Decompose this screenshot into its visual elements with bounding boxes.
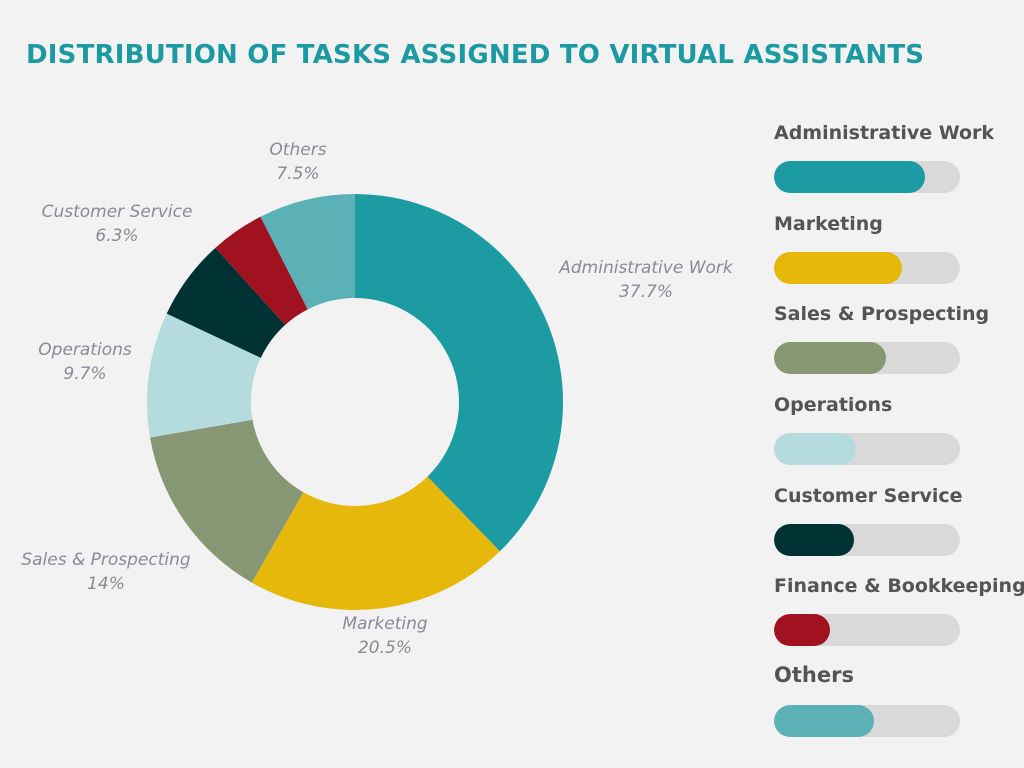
donut-slice-finance-bookkeeping xyxy=(215,216,308,325)
donut-slice-marketing xyxy=(251,476,500,611)
legend-bar-fill xyxy=(774,614,830,647)
legend-label: Finance & Bookkeeping xyxy=(774,575,1024,598)
legend-item-operations: Operations xyxy=(774,390,1019,481)
donut-slice-others xyxy=(260,194,355,310)
legend-item-administrative-work: Administrative Work xyxy=(774,118,1019,209)
legend-label: Others xyxy=(774,663,854,688)
legend-item-customer-service: Customer Service xyxy=(774,481,1019,572)
legend-bar-fill xyxy=(774,433,856,466)
legend-track xyxy=(774,614,960,647)
donut-slice-administrative-work xyxy=(355,194,564,552)
slice-label-sales-prospecting: Sales & Prospecting 14% xyxy=(21,550,191,594)
donut-slice-operations xyxy=(146,313,261,438)
donut-chart: Administrative Work 37.7% Marketing 20.5% Sa… xyxy=(21,140,734,658)
legend-item-others: Others xyxy=(774,662,1019,753)
legend-track xyxy=(774,342,960,375)
donut-slice-sales-prospecting xyxy=(150,419,304,583)
legend-bar-fill xyxy=(774,705,875,738)
legend-track xyxy=(774,523,960,556)
legend-label: Administrative Work xyxy=(774,122,995,144)
legend-item-marketing: Marketing xyxy=(774,209,1019,300)
legend-track xyxy=(774,161,960,193)
legend-bar-fill xyxy=(774,251,903,284)
legend-label: Operations xyxy=(774,394,893,417)
slice-label-operations: Operations 9.7% xyxy=(38,340,132,384)
legend-track xyxy=(774,251,960,284)
donut-slice-customer-service xyxy=(166,247,286,358)
legend-label: Sales & Prospecting xyxy=(774,303,990,326)
legend-bar-fill xyxy=(774,161,925,193)
legend-label: Marketing xyxy=(774,212,883,235)
slice-label-customer-service: Customer Service 6.3% xyxy=(42,202,193,246)
legend-item-sales-prospecting: Sales & Prospecting xyxy=(774,299,1019,390)
slice-label-marketing: Marketing 20.5% xyxy=(342,614,428,658)
slice-label-others: Others 7.5% xyxy=(269,140,326,184)
legend-bar-fill xyxy=(774,523,854,556)
legend-label: Customer Service xyxy=(774,484,963,507)
legend-item-finance-bookkeeping: Finance & Bookkeeping xyxy=(774,571,1024,662)
chart-title: DISTRIBUTION OF TASKS ASSIGNED TO VIRTUA… xyxy=(26,40,925,70)
legend-track xyxy=(774,433,960,466)
slice-label-administrative-work: Administrative Work 37.7% xyxy=(558,258,734,302)
legend: Administrative Work Marketing Sales & Pr… xyxy=(774,118,1024,753)
legend-track xyxy=(774,705,960,738)
legend-bar-fill xyxy=(774,342,886,375)
